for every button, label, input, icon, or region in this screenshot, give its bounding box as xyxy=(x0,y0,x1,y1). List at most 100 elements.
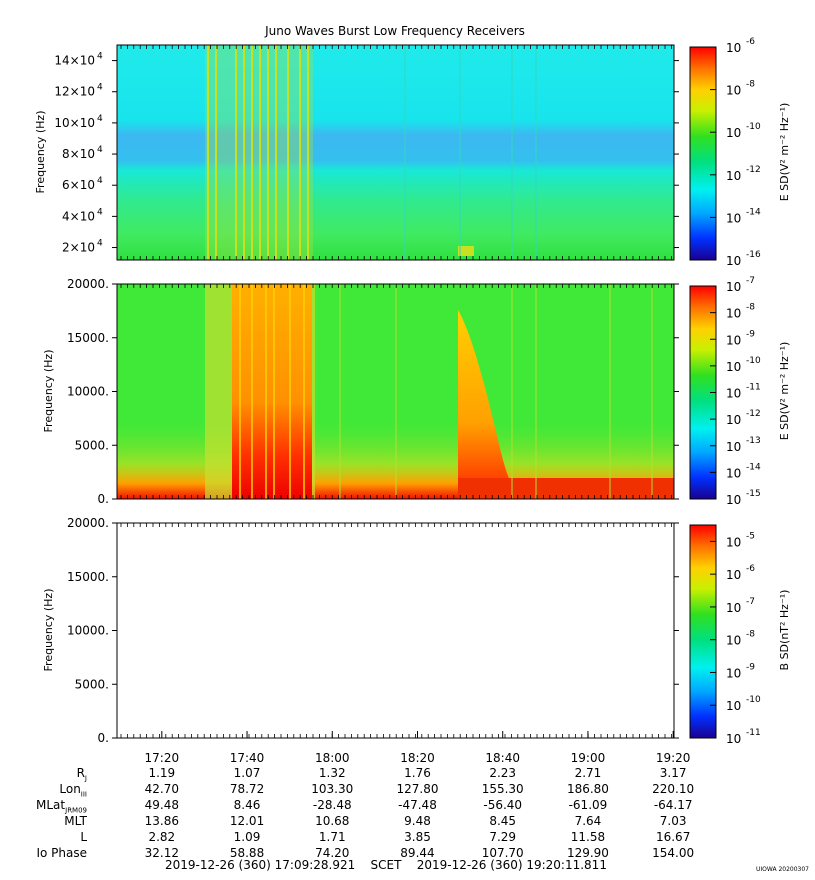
colorbar-tick-label: 10 xyxy=(726,211,741,225)
middle-emission-hook xyxy=(458,310,520,499)
colorbar-tick-label: 10 xyxy=(726,84,741,98)
top-spectrogram xyxy=(117,45,674,260)
ephemeris-value: 7.64 xyxy=(574,814,602,828)
colorbar-tick-label: 10 xyxy=(726,568,741,582)
y-tick-label: 8×10 xyxy=(62,147,95,161)
time-tick-label: 18:40 xyxy=(485,751,520,765)
colorbar-tick-exponent: -14 xyxy=(746,207,761,217)
y-tick-label: 5000. xyxy=(75,438,109,452)
ephemeris-row: Io Phase 32.12 58.88 74.20 89.44 107.70 129.90… xyxy=(0,846,815,861)
colorbar-tick-exponent: -8 xyxy=(746,303,755,313)
plot-area: 2×10 44×10 46×10 48×10 410×10 412×10 414×10 4 F… xyxy=(34,37,791,765)
end-time: 2019-12-26 (360) 19:20:11.811 xyxy=(416,858,607,872)
ephemeris-label-subscript: J xyxy=(84,774,87,783)
y-tick-exponent: 4 xyxy=(97,239,103,249)
middle-faint-lines xyxy=(339,284,653,499)
start-time: 2019-12-26 (360) 17:09:28.921 xyxy=(165,858,356,872)
colorbar-tick-label: 10 xyxy=(726,634,741,648)
bottom-panel: 0. 5000. 10000. 15000. 20000. Frequency (Hz)… xyxy=(42,516,791,746)
y-tick-label: 14×10 xyxy=(54,54,95,68)
y-tick-label: 10×10 xyxy=(54,116,95,130)
time-tick-label: 18:00 xyxy=(315,751,350,765)
colorbar-tick-label: 10 xyxy=(726,493,741,507)
middle-colorbar-label: E SD(V² m⁻² Hz⁻¹) xyxy=(778,342,791,441)
middle-ylabel: Frequency (Hz) xyxy=(42,350,55,433)
bottom-colorbar-label: B SD(nT² Hz⁻¹) xyxy=(778,590,791,671)
colorbar-tick-exponent: -7 xyxy=(746,276,755,286)
ephemeris-value: 107.70 xyxy=(481,846,524,860)
colorbar-tick-label: 10 xyxy=(726,41,741,55)
colorbar-tick-exponent: -13 xyxy=(746,436,761,446)
ephemeris-value: 2.71 xyxy=(574,766,602,780)
time-axis-ticks: 17:20 17:40 18:00 18:20 18:40 19:00 19:20 xyxy=(120,45,691,765)
top-panel-frame xyxy=(116,44,675,261)
colorbar-tick-label: 10 xyxy=(726,126,741,140)
ephemeris-value: 10.68 xyxy=(315,814,350,828)
ephemeris-label-subscript: JRM09 xyxy=(65,806,87,815)
top-colorbar xyxy=(689,46,717,261)
colorbar-tick-exponent: -7 xyxy=(746,597,755,607)
ephemeris-value: 16.67 xyxy=(655,830,691,844)
ephemeris-row: L 2.82 1.09 1.71 3.85 7.29 11.58 16.67 xyxy=(0,830,815,845)
ephemeris-value: 127.80 xyxy=(396,782,439,796)
ephemeris-value: -47.48 xyxy=(398,798,437,812)
y-tick-exponent: 4 xyxy=(97,52,103,62)
y-tick-label: 2×10 xyxy=(62,241,95,255)
top-faint-lines xyxy=(404,45,537,260)
time-tick-label: 19:00 xyxy=(571,751,606,765)
colorbar-tick-exponent: -14 xyxy=(746,462,761,472)
ephemeris-value: 42.70 xyxy=(144,782,179,796)
middle-burst-lines xyxy=(239,284,305,499)
ephemeris-row: LonIII 42.70 78.72 103.30 127.80 155.30 186.80… xyxy=(0,782,815,799)
chart-title: Juno Waves Burst Low Frequency Receivers xyxy=(265,24,525,38)
bottom-colorbar xyxy=(689,524,717,739)
bottom-spectrogram xyxy=(116,522,675,739)
colorbar-tick-label: 10 xyxy=(726,254,741,268)
colorbar-tick-label: 10 xyxy=(726,666,741,680)
y-tick-label: 5000. xyxy=(75,677,109,691)
colorbar-tick-label: 10 xyxy=(726,535,741,549)
y-tick-label: 4×10 xyxy=(62,209,95,223)
top-bright-spot xyxy=(458,246,474,256)
time-tick-label: 18:20 xyxy=(400,751,435,765)
ephemeris-label: LonIII xyxy=(59,782,87,799)
colorbar-tick-label: 10 xyxy=(726,169,741,183)
middle-burst-core xyxy=(232,284,312,499)
ephemeris-value: -64.17 xyxy=(653,798,693,812)
ephemeris-row: MLatJRM09 49.48 8.46 -28.48 -47.48 -56.40 -61.… xyxy=(0,798,815,815)
y-tick-exponent: 4 xyxy=(97,176,103,186)
colorbar-tick-exponent: -5 xyxy=(746,531,755,541)
colorbar-tick-label: 10 xyxy=(726,466,741,480)
middle-y-axis: 0. 5000. 10000. 15000. 20000. xyxy=(67,277,679,506)
ephemeris-value: 2.23 xyxy=(489,766,517,780)
y-tick-exponent: 4 xyxy=(97,207,103,217)
ephemeris-value: 78.72 xyxy=(229,782,265,796)
y-tick-label: 0. xyxy=(98,492,109,506)
ephemeris-value: -56.40 xyxy=(483,798,523,812)
colorbar-tick-label: 10 xyxy=(726,440,741,454)
y-tick-label: 20000. xyxy=(67,277,109,291)
colorbar-tick-label: 10 xyxy=(726,413,741,427)
time-tick-label: 19:20 xyxy=(656,751,691,765)
colorbar-tick-label: 10 xyxy=(726,360,741,374)
colorbar-tick-exponent: -8 xyxy=(746,80,755,90)
y-tick-exponent: 4 xyxy=(97,145,103,155)
ephemeris-value: 186.80 xyxy=(566,782,609,796)
top-colorbar-ticks: 10 -16 10 -14 10 -12 10 -10 10 -8 10 -6 xyxy=(710,37,761,268)
ephemeris-value: 74.20 xyxy=(315,846,350,860)
y-tick-label: 12×10 xyxy=(54,85,95,99)
ephemeris-value: 12.01 xyxy=(229,814,265,828)
ephemeris-value: 1.09 xyxy=(233,830,261,844)
ephemeris-value: 58.88 xyxy=(229,846,265,860)
ephemeris-label: MLT xyxy=(64,814,87,828)
colorbar-tick-exponent: -9 xyxy=(746,662,755,672)
ephemeris-value: 154.00 xyxy=(652,846,695,860)
colorbar-tick-exponent: -12 xyxy=(746,165,761,175)
top-burst-lines xyxy=(207,45,309,260)
ephemeris-value: 1.76 xyxy=(404,766,431,780)
middle-panel: 0. 5000. 10000. 15000. 20000. Frequency (Hz)… xyxy=(42,276,791,507)
colorbar-tick-exponent: -8 xyxy=(746,630,755,640)
colorbar-tick-label: 10 xyxy=(726,333,741,347)
colorbar-tick-label: 10 xyxy=(726,699,741,713)
institution-stamp: UIOWA 20200307 xyxy=(755,866,809,873)
